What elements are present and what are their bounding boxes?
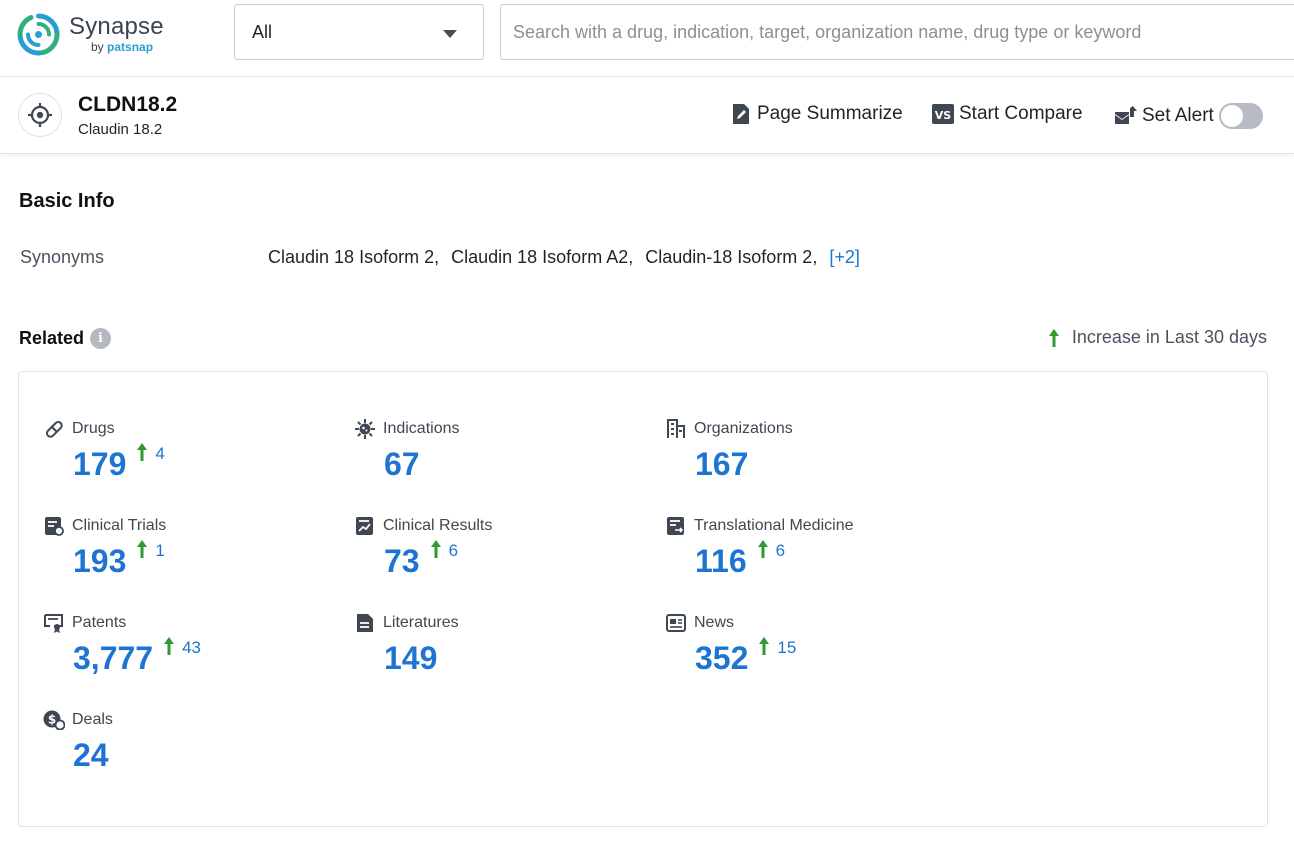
info-icon[interactable]: i <box>90 328 111 349</box>
stat-translational-medicine[interactable]: Translational Medicine 116 6 <box>665 515 965 595</box>
stat-news[interactable]: News 352 15 <box>665 612 965 692</box>
virus-icon <box>354 419 376 439</box>
increase-legend: Increase in Last 30 days <box>1048 327 1267 348</box>
stat-increase: 6 <box>430 539 458 561</box>
related-stats-card: Drugs 179 4 Indications 67 Organizations… <box>18 371 1268 827</box>
deal-icon: $ <box>43 710 65 730</box>
stat-increase: 43 <box>163 636 201 658</box>
stat-increase: 6 <box>757 539 785 561</box>
alert-toggle[interactable] <box>1219 103 1263 129</box>
arrow-up-icon <box>1048 328 1060 348</box>
chart-report-icon <box>354 516 376 536</box>
stat-value[interactable]: 193 <box>73 543 126 579</box>
stat-deals[interactable]: $ Deals 24 <box>43 709 343 789</box>
synapse-logo-icon <box>17 13 60 56</box>
stat-indications[interactable]: Indications 67 <box>354 418 654 498</box>
summarize-icon <box>730 103 752 125</box>
caret-down-icon <box>443 30 457 38</box>
stat-value[interactable]: 352 <box>695 640 748 676</box>
alert-mail-icon <box>1115 105 1137 127</box>
logo-title: Synapse <box>69 14 164 40</box>
synonym-item: Claudin 18 Isoform 2, <box>268 247 439 267</box>
stat-label: Drugs <box>72 420 115 438</box>
stat-label: Patents <box>72 614 126 632</box>
related-title: Related i <box>19 328 111 349</box>
synonyms-label: Synonyms <box>20 247 104 268</box>
stat-label: Organizations <box>694 420 793 438</box>
logo-subtitle: by patsnap <box>91 40 164 54</box>
arrow-up-icon <box>136 539 148 559</box>
start-compare-label: Start Compare <box>959 103 1083 125</box>
stat-label: Clinical Trials <box>72 517 166 535</box>
search-scope-select[interactable]: All <box>234 4 484 60</box>
stat-label: Clinical Results <box>383 517 492 535</box>
stat-label: Translational Medicine <box>694 517 853 535</box>
clinical-trials-icon <box>43 516 65 536</box>
stat-label: Deals <box>72 711 113 729</box>
compare-vs-icon: VS <box>932 103 954 125</box>
target-full-name: Claudin 18.2 <box>78 121 162 138</box>
arrow-up-icon <box>136 442 148 462</box>
stat-increase: 15 <box>758 636 796 658</box>
arrow-up-icon <box>757 539 769 559</box>
stat-increase: 4 <box>136 442 164 464</box>
newspaper-icon <box>665 613 687 633</box>
basic-info-title: Basic Info <box>19 190 115 213</box>
toggle-knob <box>1221 105 1243 127</box>
stat-patents[interactable]: Patents 3,777 43 <box>43 612 343 692</box>
stat-label: Literatures <box>383 614 459 632</box>
set-alert-control[interactable]: Set Alert <box>1115 103 1263 129</box>
pill-icon <box>43 419 65 439</box>
synonyms-more-link[interactable]: [+2] <box>829 247 860 267</box>
stat-value[interactable]: 149 <box>384 640 437 676</box>
stat-value[interactable]: 167 <box>695 446 748 482</box>
search-input[interactable] <box>500 4 1294 60</box>
start-compare-button[interactable]: VS Start Compare <box>932 103 1083 125</box>
synonyms-values: Claudin 18 Isoform 2, Claudin 18 Isoform… <box>268 247 867 268</box>
synapse-logo[interactable]: Synapse by patsnap <box>17 12 177 56</box>
synonym-item: Claudin-18 Isoform 2, <box>645 247 817 267</box>
document-icon <box>354 613 376 633</box>
stat-value[interactable]: 24 <box>73 737 109 773</box>
stat-clinical-results[interactable]: Clinical Results 73 6 <box>354 515 654 595</box>
stat-literatures[interactable]: Literatures 149 <box>354 612 654 692</box>
stat-value[interactable]: 73 <box>384 543 420 579</box>
stat-organizations[interactable]: Organizations 167 <box>665 418 965 498</box>
stat-value[interactable]: 116 <box>695 543 747 579</box>
stat-clinical-trials[interactable]: Clinical Trials 193 1 <box>43 515 343 595</box>
arrow-up-icon <box>758 636 770 656</box>
synonym-item: Claudin 18 Isoform A2, <box>451 247 633 267</box>
stat-increase: 1 <box>136 539 164 561</box>
arrow-up-icon <box>163 636 175 656</box>
target-crosshair-icon <box>18 93 62 137</box>
stat-value[interactable]: 67 <box>384 446 420 482</box>
translational-icon <box>665 516 687 536</box>
stat-label: Indications <box>383 420 460 438</box>
stat-value[interactable]: 3,777 <box>73 640 153 676</box>
svg-text:VS: VS <box>935 109 952 122</box>
arrow-up-icon <box>430 539 442 559</box>
building-icon <box>665 419 687 439</box>
set-alert-label: Set Alert <box>1142 105 1214 127</box>
search-scope-value: All <box>252 22 272 43</box>
page-summarize-label: Page Summarize <box>757 103 903 125</box>
stat-drugs[interactable]: Drugs 179 4 <box>43 418 343 498</box>
target-header: CLDN18.2 Claudin 18.2 Page Summarize VS … <box>0 77 1294 154</box>
target-name: CLDN18.2 <box>78 93 177 117</box>
stat-label: News <box>694 614 734 632</box>
page-summarize-button[interactable]: Page Summarize <box>730 103 903 125</box>
patent-icon <box>43 613 65 633</box>
top-bar: Synapse by patsnap All <box>0 0 1294 77</box>
stat-value[interactable]: 179 <box>73 446 126 482</box>
